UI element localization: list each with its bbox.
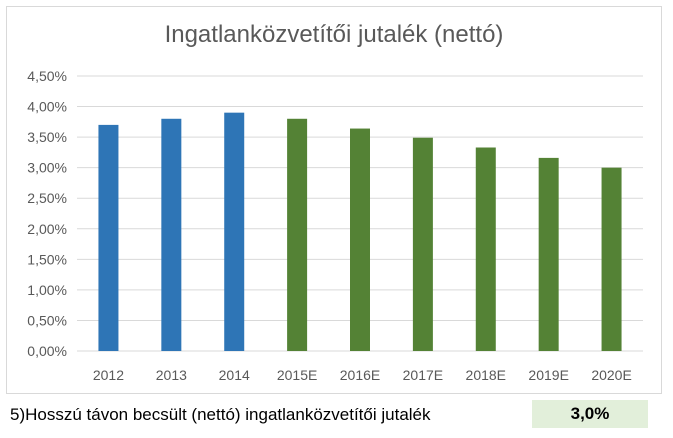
x-tick-label: 2013 [156,367,187,383]
x-tick-label: 2016E [340,367,380,383]
bar-2016E [350,128,370,351]
x-tick-label: 2014 [219,367,250,383]
bar-2019E [538,157,559,351]
x-tick-label: 2017E [403,367,443,383]
x-tick-label: 2012 [93,367,124,383]
footer-label: 5)Hosszú távon becsült (nettó) ingatlank… [10,405,431,424]
x-tick-label: 2015E [277,367,317,383]
x-tick-label: 2020E [591,367,631,383]
bar-2014 [224,112,245,352]
bar-2020E [601,167,622,351]
y-tick-label: 2,00% [27,221,67,237]
y-tick-label: 3,50% [27,129,67,145]
y-tick-label: 1,00% [27,282,67,298]
footer-value-cell: 3,0% [532,400,648,428]
x-tick-label: 2019E [528,367,568,383]
y-tick-label: 0,00% [27,343,67,359]
bar-2017E [412,137,433,351]
y-tick-label: 4,00% [27,99,67,115]
y-tick-label: 1,50% [27,251,67,267]
bar-2015E [287,118,308,352]
y-tick-label: 2,50% [27,190,67,206]
chart-title: Ingatlanközvetítői jutalék (nettó) [164,21,504,48]
y-tick-label: 0,50% [27,312,67,328]
x-tick-label: 2018E [466,367,506,383]
y-tick-label: 4,50% [27,68,67,84]
bar-chart: 0,00% 0,50% 1,00% 1,50% 2,00% 2,50% 3,00% 3,50%… [27,68,643,383]
y-tick-label: 3,00% [27,160,67,176]
bar-2012 [98,124,119,351]
bar-2013 [161,118,182,352]
bar-2018E [475,147,496,351]
